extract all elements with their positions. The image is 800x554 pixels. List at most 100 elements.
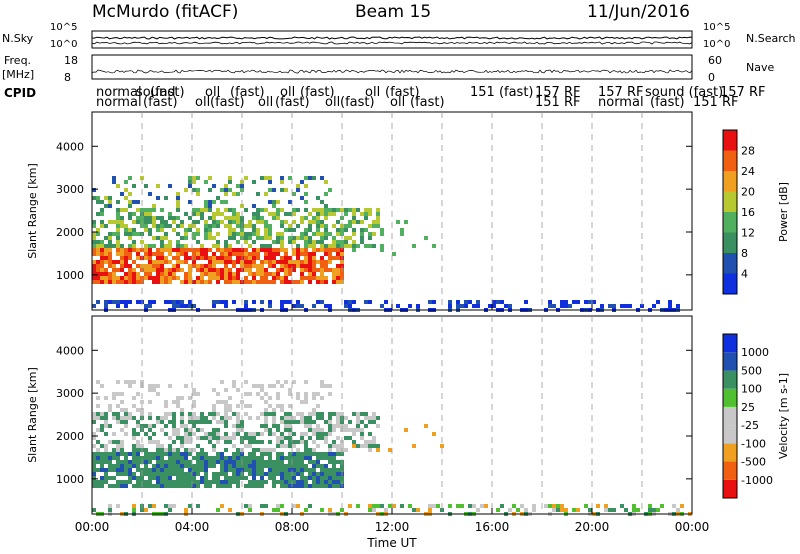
echo-cell [124, 304, 128, 308]
echo-cell [212, 404, 216, 408]
echo-cell [152, 432, 156, 436]
echo-cell [544, 504, 548, 508]
echo-cell [256, 216, 260, 220]
echo-cell [204, 416, 208, 420]
echo-cell [108, 256, 112, 260]
echo-cell [284, 300, 288, 304]
echo-cell [172, 412, 176, 416]
echo-cell [100, 444, 104, 448]
echo-cell [192, 264, 196, 268]
echo-cell [176, 192, 180, 196]
echo-cell [332, 472, 336, 476]
echo-cell [304, 444, 308, 448]
echo-cell [100, 464, 104, 468]
echo-cell [320, 428, 324, 432]
echo-cell [212, 224, 216, 228]
echo-cell [176, 436, 180, 440]
echo-cell [280, 268, 284, 272]
echo-cell [476, 300, 480, 304]
echo-cell [116, 228, 120, 232]
nave-label: Nave [746, 61, 774, 74]
echo-cell [156, 480, 160, 484]
echo-cell [160, 224, 164, 228]
echo-cell [276, 212, 280, 216]
echo-cell [220, 504, 224, 508]
echo-cell [244, 236, 248, 240]
echo-cell [320, 380, 324, 384]
echo-cell [200, 216, 204, 220]
echo-cell [336, 280, 340, 284]
echo-cell [284, 412, 288, 416]
echo-cell [264, 220, 268, 224]
echo-cell [188, 412, 192, 416]
echo-cell [312, 268, 316, 272]
echo-cell [192, 252, 196, 256]
echo-cell [208, 264, 212, 268]
echo-cell [300, 476, 304, 480]
echo-cell [328, 384, 332, 388]
echo-cell [176, 396, 180, 400]
echo-cell [228, 456, 232, 460]
echo-cell [160, 276, 164, 280]
echo-cell [284, 456, 288, 460]
echo-cell [632, 508, 636, 512]
echo-cell [188, 304, 192, 308]
echo-cell [224, 252, 228, 256]
echo-cell [408, 304, 412, 308]
echo-cell [512, 504, 516, 508]
echo-cell [116, 460, 120, 464]
echo-cell [376, 224, 380, 228]
echo-cell [328, 268, 332, 272]
echo-cell [124, 424, 128, 428]
colorbar-frame [722, 333, 738, 499]
echo-cell [268, 464, 272, 468]
echo-cell [324, 280, 328, 284]
echo-cell [160, 484, 164, 488]
echo-cell [320, 264, 324, 268]
echo-cell [124, 300, 128, 304]
echo-cell [324, 476, 328, 480]
echo-cell [200, 276, 204, 280]
echo-cell [176, 472, 180, 476]
echo-cell [336, 276, 340, 280]
echo-cell [212, 448, 216, 452]
echo-cell [112, 264, 116, 268]
echo-cell [320, 300, 324, 304]
echo-cell [132, 416, 136, 420]
echo-cell [204, 200, 208, 204]
echo-cell [100, 240, 104, 244]
echo-cell [96, 268, 100, 272]
echo-cell [148, 248, 152, 252]
echo-cell [164, 280, 168, 284]
echo-cell [188, 480, 192, 484]
echo-cell [300, 480, 304, 484]
echo-cell [124, 468, 128, 472]
echo-cell [176, 264, 180, 268]
echo-cell [252, 232, 256, 236]
echo-cell [228, 228, 232, 232]
echo-cell [284, 212, 288, 216]
echo-cell [164, 300, 168, 304]
echo-cell [172, 456, 176, 460]
echo-cell [196, 416, 200, 420]
echo-cell [380, 304, 384, 308]
echo-cell [300, 436, 304, 440]
echo-cell [128, 412, 132, 416]
echo-cell [156, 476, 160, 480]
echo-cell [104, 272, 108, 276]
echo-cell [224, 240, 228, 244]
echo-cell [116, 504, 120, 508]
echo-cell [288, 280, 292, 284]
echo-cell [116, 224, 120, 228]
echo-cell [208, 480, 212, 484]
echo-cell [96, 252, 100, 256]
echo-cell [228, 484, 232, 488]
echo-cell [112, 456, 116, 460]
echo-cell [96, 412, 100, 416]
echo-cell [308, 224, 312, 228]
echo-cell [324, 464, 328, 468]
echo-cell [116, 452, 120, 456]
echo-cell [296, 184, 300, 188]
echo-cell [372, 508, 376, 512]
echo-cell [324, 224, 328, 228]
